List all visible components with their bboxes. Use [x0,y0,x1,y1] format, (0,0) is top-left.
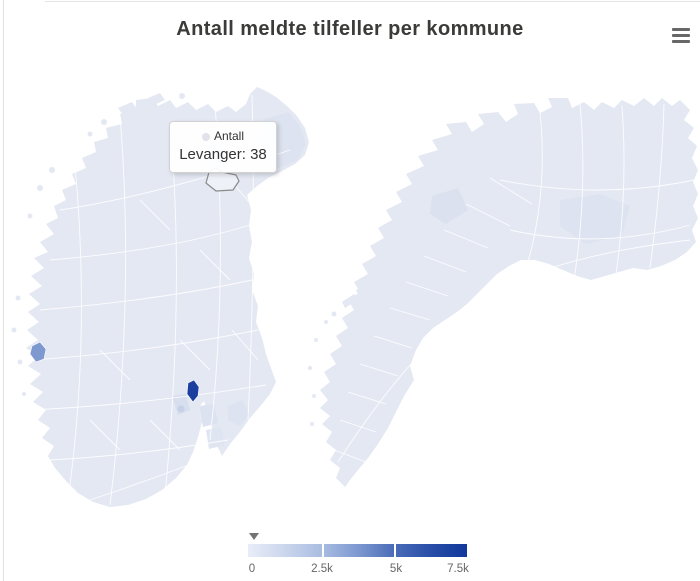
region-patch[interactable] [228,400,250,426]
legend-label-7500: 7.5k [447,563,469,575]
legend-hover-marker-icon [249,533,259,540]
series-marker-icon [201,133,210,141]
region-patch[interactable] [430,188,468,224]
legend-gradient-bar [248,544,467,557]
hamburger-icon [672,33,690,37]
left-border-line [3,0,4,581]
chart-context-menu-button[interactable] [670,25,692,45]
legend-label-2500: 2.5k [311,563,333,575]
coastal-islands[interactable] [11,93,491,426]
hamburger-icon [672,27,690,31]
legend-label-5000: 5k [389,563,403,575]
north-norway-landmass[interactable] [320,98,698,487]
region-bergen-medium[interactable] [29,341,47,363]
map-tooltip: Antall Levanger: 38 [169,121,277,173]
legend-label-0: 0 [248,563,256,575]
chart-title: Antall meldte tilfeller per kommune [176,18,524,40]
municipality-borders [29,94,695,506]
legend-tick [322,544,324,557]
region-patch[interactable] [172,394,190,415]
tooltip-series-row: Antall [174,129,272,143]
top-border-line [45,1,700,2]
tooltip-series-label: Antall [213,129,245,143]
hamburger-icon [672,39,690,43]
region-patch[interactable] [560,194,630,244]
tooltip-point-value: Levanger: 38 [179,146,267,163]
region-patch[interactable] [177,405,185,413]
region-oslo-dark[interactable] [186,379,200,403]
legend-tick [394,544,396,557]
